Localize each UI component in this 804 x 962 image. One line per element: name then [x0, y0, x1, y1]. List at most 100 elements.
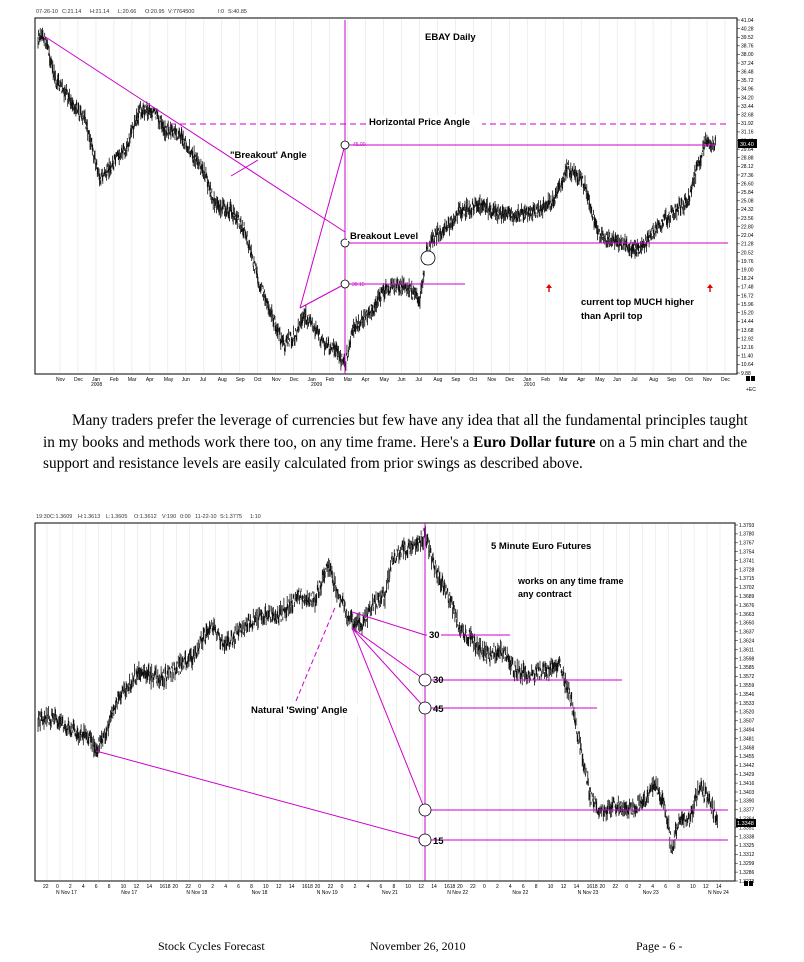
- y-tick-label: 1.3299: [739, 861, 755, 867]
- y-tick-label: 1.3390: [739, 799, 755, 805]
- y-tick-label: 1.3650: [739, 621, 755, 627]
- x-tick-label: 2: [211, 884, 214, 890]
- x-day-label: Nov 18: [252, 890, 268, 896]
- y-tick-label: 1.3741: [739, 558, 755, 564]
- angle-line-30: [299, 283, 346, 309]
- y-tick-label: 34.96: [741, 87, 754, 93]
- x-tick-label: Jun: [613, 377, 621, 383]
- x-tick-label: 10: [548, 884, 554, 890]
- chart1-price-tag: [738, 139, 757, 148]
- x-day-label: N Nov 23: [578, 890, 599, 896]
- x-tick-label: 0: [483, 884, 486, 890]
- x-day-label: Nov 17: [121, 890, 137, 896]
- y-tick-label: 12.92: [741, 336, 754, 342]
- x-tick-label: 14: [574, 884, 580, 890]
- y-tick-label: 31.92: [741, 121, 754, 127]
- x-tick-label: Nov: [272, 377, 281, 383]
- y-tick-label: 23.56: [741, 216, 754, 222]
- ebay-chart-svg: 07-26-10 C:21.14 H:21.14 L:20.66 O:20.95…: [34, 9, 757, 393]
- red-arrows: [546, 284, 713, 292]
- x-tick-label: Mar: [128, 377, 137, 383]
- x-day-label: N Nov 19: [317, 890, 338, 896]
- y-tick-label: 1.3312: [739, 852, 755, 858]
- angle-label-15: 15: [433, 836, 444, 847]
- x-tick-label: 8: [108, 884, 111, 890]
- x-day-label: N Nov 22: [447, 890, 468, 896]
- y-tick-label: 1.3611: [739, 647, 754, 653]
- x-tick-label: Oct: [469, 377, 477, 383]
- swing-angle-line-15: [95, 750, 426, 841]
- x-tick-label: 12: [418, 884, 424, 890]
- scroll-block-icon[interactable]: [749, 881, 753, 886]
- x-tick-label: 1618: [444, 884, 455, 890]
- y-tick-label: 1.3481: [739, 736, 755, 742]
- note-line-1: current top MUCH higher: [581, 297, 694, 308]
- breakout-level-bg: [347, 230, 425, 241]
- y-tick-label: 1.3637: [739, 630, 755, 636]
- header-high: H:1.3613: [78, 514, 100, 520]
- y-tick-label: 17.48: [741, 285, 754, 291]
- header-volume: V:7764500: [168, 9, 194, 15]
- x-tick-label: 6: [95, 884, 98, 890]
- chart2-frame: [34, 522, 736, 882]
- y-tick-label: 1.3442: [739, 763, 755, 769]
- x-tick-label: 4: [651, 884, 654, 890]
- y-tick-label: 1.3728: [739, 567, 755, 573]
- footer-date: November 26, 2010: [370, 939, 466, 953]
- header-settle: S:40.85: [228, 9, 247, 15]
- y-tick-label: 1.3455: [739, 754, 755, 760]
- x-tick-label: Jan: [308, 377, 316, 383]
- y-tick-label: 1.3676: [739, 603, 755, 609]
- x-tick-label: Feb: [326, 377, 335, 383]
- x-tick-label: 0: [198, 884, 201, 890]
- x-tick-label: Oct: [685, 377, 693, 383]
- y-tick-label: 1.3416: [739, 781, 755, 787]
- x-tick-label: 22: [328, 884, 334, 890]
- y-tick-label: 36.48: [741, 69, 754, 75]
- y-tick-label: 1.3598: [739, 656, 755, 662]
- ebay-price-bars: [37, 27, 716, 371]
- x-tick-label: 2: [638, 884, 641, 890]
- footer-page: Page - 6 -: [636, 939, 683, 953]
- y-tick-label: 13.68: [741, 328, 754, 334]
- y-tick-label: 14.44: [741, 319, 754, 325]
- marker-circle-low: [340, 279, 350, 289]
- scroll-block-icon[interactable]: [746, 376, 750, 381]
- marker-circle-30b: [418, 673, 432, 687]
- y-tick-label: 1.3494: [739, 728, 755, 734]
- x-tick-label: Dec: [721, 377, 730, 383]
- x-day-label: Nov 21: [382, 890, 398, 896]
- x-tick-label: 22: [185, 884, 191, 890]
- x-tick-label: Aug: [649, 377, 658, 383]
- x-tick-label: 8: [677, 884, 680, 890]
- x-tick-label: 2: [496, 884, 499, 890]
- x-tick-label: May: [595, 377, 605, 383]
- body-paragraph: Many traders prefer the leverage of curr…: [43, 410, 763, 475]
- x-tick-label: 1618: [587, 884, 598, 890]
- header-date: 07-26-10: [36, 9, 58, 15]
- y-tick-label: 22.80: [741, 224, 754, 230]
- y-tick-label: 1.3286: [739, 870, 755, 876]
- chart2-price-tag: [736, 819, 756, 827]
- x-tick-label: Sep: [236, 377, 245, 383]
- chart1-price-tag-text: 30.40: [740, 142, 754, 148]
- header-open: O:20.95: [145, 9, 165, 15]
- x-tick-label: 2: [69, 884, 72, 890]
- y-tick-label: 41.04: [741, 18, 754, 24]
- scroll-block-icon[interactable]: [751, 376, 755, 381]
- scroll-block-icon[interactable]: [744, 881, 748, 886]
- header-close: C:1.3609: [50, 514, 72, 520]
- marker-circle-15: [418, 833, 432, 847]
- y-tick-label: 25.84: [741, 190, 754, 196]
- x-tick-label: Apr: [362, 377, 370, 383]
- x-tick-label: Apr: [146, 377, 154, 383]
- y-tick-label: 1.3663: [739, 612, 755, 618]
- x-tick-label: Sep: [451, 377, 460, 383]
- swing-label-bg: [248, 703, 358, 715]
- y-tick-label: 1.3624: [739, 639, 755, 645]
- x-tick-label: Nov: [487, 377, 496, 383]
- y-tick-label: 1.3767: [739, 541, 755, 547]
- x-tick-label: Jan: [523, 377, 531, 383]
- x-tick-label: 4: [367, 884, 370, 890]
- arrow-up-stem: [548, 288, 550, 292]
